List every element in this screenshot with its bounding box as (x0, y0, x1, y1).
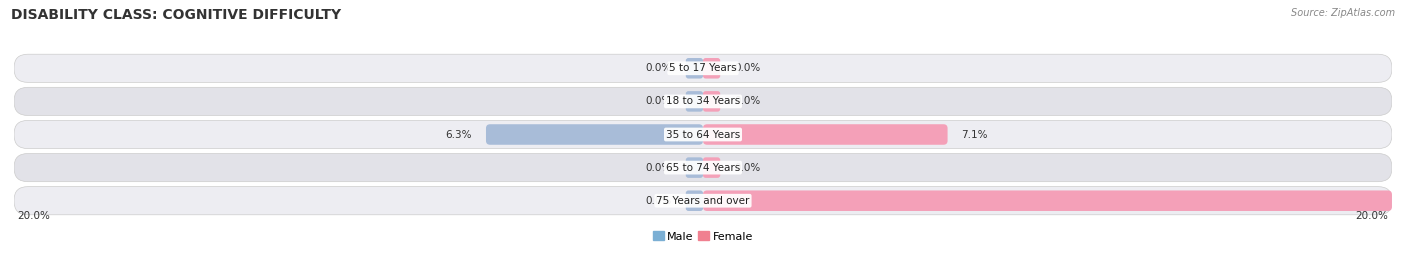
FancyBboxPatch shape (703, 190, 1392, 211)
Text: 0.0%: 0.0% (645, 63, 672, 73)
FancyBboxPatch shape (703, 91, 720, 112)
FancyBboxPatch shape (703, 157, 720, 178)
Text: 0.0%: 0.0% (645, 162, 672, 173)
Text: 18 to 34 Years: 18 to 34 Years (666, 96, 740, 107)
FancyBboxPatch shape (703, 58, 720, 79)
Text: 0.0%: 0.0% (734, 63, 761, 73)
FancyBboxPatch shape (486, 124, 703, 145)
FancyBboxPatch shape (686, 91, 703, 112)
Text: 0.0%: 0.0% (645, 196, 672, 206)
FancyBboxPatch shape (14, 87, 1392, 115)
FancyBboxPatch shape (14, 154, 1392, 182)
FancyBboxPatch shape (14, 54, 1392, 82)
FancyBboxPatch shape (703, 124, 948, 145)
FancyBboxPatch shape (14, 187, 1392, 215)
FancyBboxPatch shape (686, 58, 703, 79)
Text: 0.0%: 0.0% (645, 96, 672, 107)
FancyBboxPatch shape (686, 190, 703, 211)
Text: 6.3%: 6.3% (446, 129, 472, 140)
FancyBboxPatch shape (14, 121, 1392, 148)
Text: 7.1%: 7.1% (962, 129, 988, 140)
Text: 20.0%: 20.0% (17, 211, 51, 221)
Text: 65 to 74 Years: 65 to 74 Years (666, 162, 740, 173)
Text: 0.0%: 0.0% (734, 162, 761, 173)
Legend: Male, Female: Male, Female (648, 227, 758, 246)
Text: 75 Years and over: 75 Years and over (657, 196, 749, 206)
Text: DISABILITY CLASS: COGNITIVE DIFFICULTY: DISABILITY CLASS: COGNITIVE DIFFICULTY (11, 8, 342, 22)
Text: 0.0%: 0.0% (734, 96, 761, 107)
Text: 5 to 17 Years: 5 to 17 Years (669, 63, 737, 73)
Text: 20.0%: 20.0% (1355, 211, 1389, 221)
Text: Source: ZipAtlas.com: Source: ZipAtlas.com (1291, 8, 1395, 18)
FancyBboxPatch shape (686, 157, 703, 178)
Text: 35 to 64 Years: 35 to 64 Years (666, 129, 740, 140)
